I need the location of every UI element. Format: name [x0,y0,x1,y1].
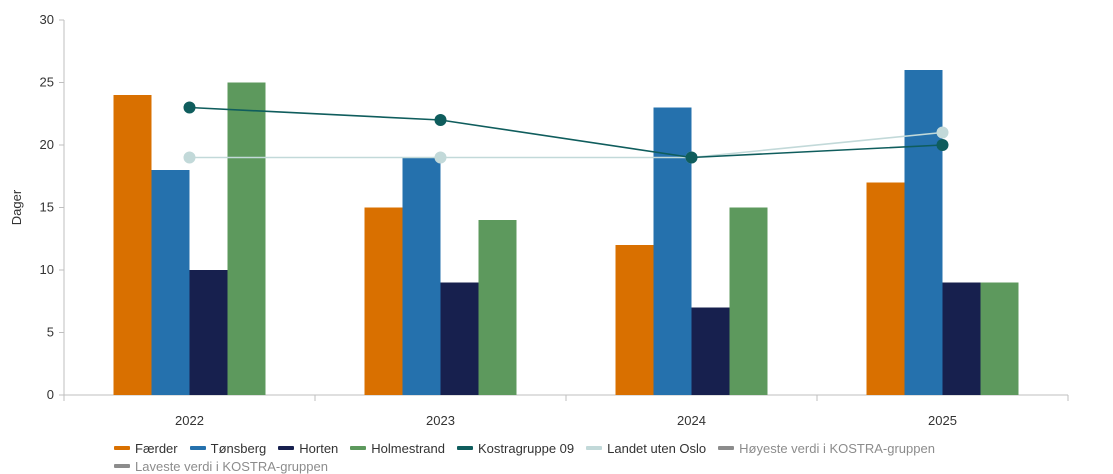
line-kostragruppe-09 [189,106,943,159]
point-kostragruppe-09-2023 [434,114,447,126]
legend-swatch [350,446,367,450]
y-tick-label: 5 [47,325,54,340]
y-tick-label: 15 [40,200,54,215]
legend-item[interactable]: Holmestrand [350,440,445,456]
legend-swatch [586,446,603,450]
bar-horten-2023 [440,282,479,395]
bar-færder-2024 [615,245,654,395]
y-tick-label: 10 [40,262,54,277]
chart-lines [183,101,949,164]
x-tick-label: 2024 [677,413,706,428]
bar-færder-2022 [113,95,152,395]
line-landet-uten-oslo [189,131,943,159]
legend-item[interactable]: Færder [114,440,178,456]
bar-færder-2025 [866,182,905,395]
bar-tønsberg-2025 [904,70,943,395]
legend-label: Laveste verdi i KOSTRA-gruppen [135,458,328,474]
bar-tønsberg-2024 [653,107,692,395]
bar-holmestrand-2023 [478,220,517,395]
x-tick-label: 2022 [175,413,204,428]
legend-swatch [114,464,130,468]
bar-tønsberg-2023 [402,157,441,395]
x-tick-label: 2023 [426,413,455,428]
y-tick-label: 25 [40,75,54,90]
legend-item[interactable]: Tønsberg [189,440,267,456]
legend-item[interactable]: Horten [278,440,338,456]
legend-swatch [114,446,130,450]
bar-horten-2024 [691,307,730,395]
legend-item[interactable]: Laveste verdi i KOSTRA-gruppen [114,458,328,474]
y-tick-label: 30 [40,12,54,27]
bar-horten-2025 [942,282,981,395]
bar-horten-2022 [189,270,228,395]
legend-label: Høyeste verdi i KOSTRA-gruppen [739,440,935,456]
legend-swatch [278,446,295,450]
legend-label: Holmestrand [371,440,445,456]
y-tick-label: 20 [40,137,54,152]
point-landet-uten-oslo-2022 [183,151,196,164]
point-kostragruppe-09-2022 [183,101,196,114]
legend-label: Horten [299,440,339,456]
legend-label: Færder [135,440,178,456]
chart-legend: Færder Tønsberg Horten Holmestrand Kostragru… [114,440,1104,474]
bar-tønsberg-2022 [151,170,190,395]
y-axis-title: Dager [9,189,24,225]
bar-holmestrand-2022 [227,82,266,395]
bar-færder-2023 [364,207,403,395]
bar-holmestrand-2025 [980,282,1019,395]
legend-label: Tønsberg [210,440,267,456]
point-landet-uten-oslo-2025 [936,126,949,139]
point-kostragruppe-09-2025 [936,139,949,151]
legend-swatch [718,446,735,450]
x-tick-label: 2025 [928,413,957,428]
legend-label: Landet uten Oslo [607,440,707,456]
point-kostragruppe-09-2024 [685,151,698,164]
legend-item[interactable]: Kostragruppe 09 [457,440,574,456]
y-tick-label: 0 [47,387,54,402]
bar-holmestrand-2024 [729,207,768,395]
point-landet-uten-oslo-2023 [434,151,447,164]
legend-item[interactable]: Landet uten Oslo [586,440,706,456]
legend-item[interactable]: Høyeste verdi i KOSTRA-gruppen [718,440,935,456]
legend-label: Kostragruppe 09 [478,440,575,456]
chart-bars [113,70,1019,395]
legend-swatch [189,446,206,450]
legend-swatch [457,446,473,450]
